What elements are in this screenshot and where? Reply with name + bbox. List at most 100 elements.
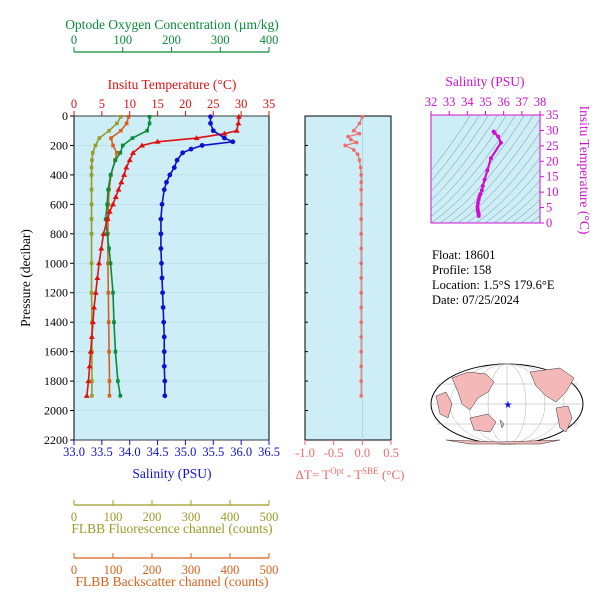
temperature-point bbox=[89, 319, 96, 325]
ts-series bbox=[475, 129, 503, 218]
ts-temperature-tick-label: 15 bbox=[546, 170, 559, 184]
ts-temperature-tick-label: 30 bbox=[546, 123, 559, 137]
temperature-tick-label: 0 bbox=[71, 97, 77, 111]
ts-point bbox=[498, 140, 503, 145]
delta-t-tick-label: 0.0 bbox=[355, 446, 371, 460]
temperature-point bbox=[94, 275, 101, 280]
location: Location: 1.5°S 179.6°E bbox=[432, 278, 555, 292]
land-asia bbox=[451, 371, 495, 411]
salinity-point bbox=[160, 290, 165, 296]
pressure-tick-label: 2200 bbox=[44, 433, 68, 447]
temperature-point bbox=[118, 179, 125, 185]
salinity-point bbox=[159, 275, 165, 281]
temperature-point bbox=[123, 164, 130, 170]
fluorescence-axis-title: FLBB Fluorescence channel (counts) bbox=[71, 521, 272, 536]
ts-density-contour bbox=[431, 115, 507, 210]
pressure-tick-label: 1000 bbox=[44, 256, 68, 270]
temperature-point bbox=[126, 157, 133, 163]
backscatter-point bbox=[111, 143, 115, 148]
delta-t-point bbox=[343, 143, 347, 148]
oxygen-tick-label: 200 bbox=[162, 33, 181, 47]
fluorescence-point bbox=[107, 128, 111, 133]
delta-t-series bbox=[343, 114, 365, 398]
oxygen-point bbox=[116, 379, 120, 383]
oxygen-axis-title: Optode Oxygen Concentration (µm/kg) bbox=[65, 17, 279, 32]
fluorescence-point bbox=[89, 173, 94, 177]
ts-density-contour bbox=[520, 207, 540, 223]
temperature-point bbox=[83, 392, 90, 398]
salinity-point bbox=[158, 216, 164, 222]
temperature-tick-labels: 0 5 10 15 20 25 30 35 bbox=[71, 97, 275, 116]
delta-t-label-part1: ΔT= T bbox=[296, 467, 331, 482]
delta-t-point bbox=[359, 246, 363, 251]
salinity-point bbox=[171, 165, 177, 170]
pressure-tick-label: 200 bbox=[50, 138, 68, 152]
backscatter-point bbox=[126, 114, 131, 119]
delta-t-point bbox=[357, 158, 362, 162]
temperature-point bbox=[106, 208, 113, 214]
fluorescence-point bbox=[89, 261, 94, 266]
ts-temperature-tick-label: 25 bbox=[546, 139, 559, 153]
map-land bbox=[435, 367, 575, 445]
salinity-point bbox=[158, 246, 164, 251]
backscatter-point bbox=[106, 290, 111, 295]
fluorescence-point bbox=[90, 151, 95, 155]
temperature-point bbox=[104, 216, 111, 222]
salinity-point bbox=[210, 128, 216, 134]
temperature-axis-title: Insitu Temperature (°C) bbox=[108, 77, 237, 92]
oxygen-point bbox=[112, 320, 116, 324]
delta-t-label-unit: (°C) bbox=[379, 467, 405, 482]
salinity-axis: Salinity (PSU) bbox=[132, 466, 211, 481]
delta-t-point bbox=[354, 140, 359, 145]
pressure-tick-label: 800 bbox=[50, 227, 68, 241]
oxygen-point bbox=[147, 121, 152, 126]
fluorescence-point bbox=[115, 121, 119, 126]
float-info: Float: 18601 Profile: 158 Location: 1.5°… bbox=[432, 248, 555, 307]
date: Date: 07/25/2024 bbox=[432, 293, 520, 307]
temperature-point bbox=[96, 260, 103, 266]
delta-t-point bbox=[360, 114, 365, 119]
oxygen-point bbox=[105, 232, 109, 236]
delta-t-point bbox=[359, 305, 363, 310]
delta-t-point bbox=[357, 131, 362, 136]
ts-salinity-tick-label: 34 bbox=[461, 95, 474, 109]
fluorescence-point bbox=[89, 165, 94, 170]
salinity-tick-label: 36.5 bbox=[258, 445, 280, 459]
delta-t-point bbox=[359, 349, 363, 354]
ts-temperature-tick-label: 20 bbox=[546, 154, 559, 168]
ts-point bbox=[479, 188, 484, 193]
delta-t-point bbox=[346, 134, 350, 139]
backscatter-axis: FLBB Backscatter channel (counts) bbox=[74, 557, 269, 589]
ts-salinity-tick-label: 36 bbox=[497, 95, 510, 109]
backscatter-point bbox=[107, 379, 112, 383]
backscatter-point bbox=[107, 394, 112, 398]
temperature-point bbox=[85, 378, 92, 384]
temperature-point bbox=[235, 113, 242, 119]
world-map: ★ bbox=[430, 363, 584, 445]
salinity-tick-label: 33.0 bbox=[63, 445, 85, 459]
temperature-point bbox=[110, 201, 116, 207]
float-location-marker: ★ bbox=[504, 400, 513, 411]
fluorescence-point bbox=[93, 143, 98, 148]
temperature-tick-label: 20 bbox=[179, 97, 192, 111]
ts-point bbox=[476, 197, 481, 202]
ts-density-contour bbox=[475, 157, 540, 223]
temperature-point bbox=[112, 194, 119, 199]
backscatter-point bbox=[119, 128, 123, 133]
ts-point bbox=[482, 177, 487, 182]
delta-t-tick-label: -1.0 bbox=[295, 446, 315, 460]
delta-t-point bbox=[359, 364, 363, 369]
temperature-tick-label: 15 bbox=[151, 97, 164, 111]
salinity-point bbox=[160, 305, 166, 310]
oxygen-point bbox=[118, 151, 123, 155]
salinity-point bbox=[162, 393, 168, 399]
delta-t-point bbox=[351, 148, 356, 152]
delta-t-point bbox=[359, 290, 363, 295]
fluorescence-tick-label: 500 bbox=[260, 510, 279, 524]
temperature-point bbox=[92, 289, 99, 295]
temperature-point bbox=[87, 348, 94, 354]
temperature-tick-label: 35 bbox=[263, 97, 276, 111]
fluorescence-tick-label: 200 bbox=[143, 510, 162, 524]
pressure-axis-title: Pressure (decibar) bbox=[18, 229, 33, 327]
